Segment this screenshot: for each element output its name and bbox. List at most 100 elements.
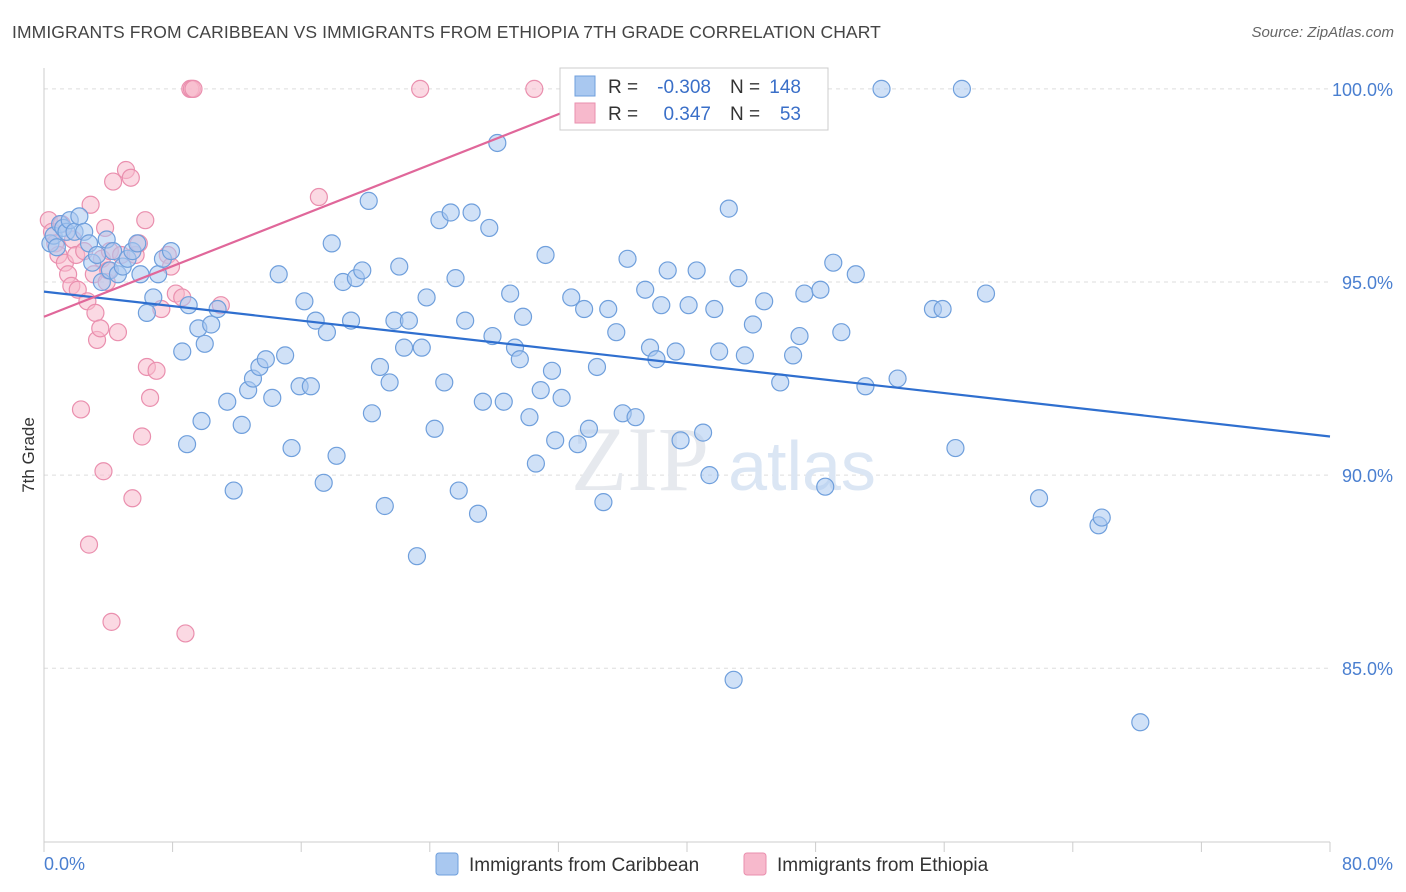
point-caribbean-94 <box>546 431 565 450</box>
point-caribbean-42 <box>256 350 275 369</box>
point-caribbean-90 <box>526 454 545 473</box>
point-caribbean-29 <box>179 296 198 315</box>
y-axis-label: 7th Grade <box>19 417 38 493</box>
stats-swatch-caribbean <box>574 75 596 97</box>
stats-caribbean-n: 148 <box>769 77 801 98</box>
point-caribbean-35 <box>192 411 211 431</box>
stats-ethiopia-n: 53 <box>780 104 801 125</box>
point-ethiopia-26 <box>102 612 121 631</box>
point-caribbean-129 <box>795 284 814 303</box>
point-caribbean-89 <box>520 408 539 427</box>
point-ethiopia-51 <box>411 79 430 98</box>
point-caribbean-136 <box>872 79 891 98</box>
point-caribbean-116 <box>693 423 713 442</box>
point-caribbean-137 <box>888 369 907 388</box>
point-caribbean-133 <box>832 323 851 342</box>
point-caribbean-12 <box>87 245 107 265</box>
point-caribbean-120 <box>719 199 738 218</box>
point-caribbean-143 <box>1029 489 1049 508</box>
point-caribbean-115 <box>687 261 706 280</box>
point-caribbean-124 <box>743 315 763 334</box>
point-caribbean-102 <box>599 299 618 319</box>
point-caribbean-105 <box>618 249 637 268</box>
point-caribbean-96 <box>562 288 581 307</box>
point-caribbean-92 <box>536 245 555 265</box>
point-caribbean-2 <box>47 238 66 257</box>
point-caribbean-113 <box>671 431 690 450</box>
stats-caribbean-r-label: R = <box>608 77 638 98</box>
point-caribbean-51 <box>314 473 333 492</box>
point-caribbean-103 <box>607 323 626 342</box>
point-caribbean-142 <box>976 284 996 303</box>
point-caribbean-52 <box>317 323 337 342</box>
point-ethiopia-27 <box>104 172 123 191</box>
point-caribbean-73 <box>435 373 454 392</box>
point-caribbean-125 <box>755 292 774 311</box>
y-tick-label-2: 95.0% <box>1342 273 1393 293</box>
stats-swatch-ethiopia <box>574 102 596 124</box>
point-caribbean-32 <box>202 315 221 334</box>
watermark: ZIP atlas <box>571 408 876 510</box>
point-caribbean-23 <box>137 303 156 322</box>
point-caribbean-97 <box>568 435 587 454</box>
point-caribbean-38 <box>232 415 251 434</box>
y-tick-label-3: 100.0% <box>1332 80 1393 100</box>
legend: Immigrants from Caribbean Immigrants fro… <box>435 852 989 876</box>
legend-label-ethiopia: Immigrants from Ethiopia <box>777 855 989 876</box>
point-caribbean-77 <box>456 311 475 330</box>
point-caribbean-61 <box>370 357 390 377</box>
point-caribbean-132 <box>824 253 843 272</box>
point-caribbean-53 <box>322 234 341 253</box>
watermark-atlas: atlas <box>728 427 876 505</box>
point-caribbean-117 <box>700 466 719 485</box>
point-caribbean-36 <box>218 392 237 411</box>
legend-swatch-ethiopia <box>743 852 767 876</box>
stats-ethiopia-r-label: R = <box>608 104 638 125</box>
point-caribbean-58 <box>353 261 372 280</box>
point-caribbean-95 <box>552 388 571 407</box>
point-ethiopia-45 <box>176 624 195 643</box>
point-caribbean-74 <box>441 203 460 222</box>
stats-caribbean-r: -0.308 <box>657 77 711 98</box>
point-caribbean-69 <box>412 338 431 357</box>
point-caribbean-62 <box>375 496 394 516</box>
point-ethiopia-38 <box>140 388 160 407</box>
point-caribbean-134 <box>846 265 865 284</box>
point-caribbean-27 <box>161 242 181 261</box>
stats-ethiopia-n-label: N = <box>730 104 760 125</box>
point-caribbean-60 <box>362 404 382 423</box>
axes <box>43 68 1331 852</box>
point-caribbean-122 <box>729 269 748 288</box>
trend-line-ethiopia <box>43 87 624 318</box>
point-caribbean-98 <box>575 299 594 319</box>
point-caribbean-85 <box>501 284 520 303</box>
point-ethiopia-35 <box>132 427 152 446</box>
point-caribbean-140 <box>946 438 965 458</box>
point-ethiopia-28 <box>108 323 128 342</box>
point-caribbean-111 <box>658 261 677 280</box>
series-caribbean-points <box>41 79 1150 732</box>
gridlines <box>44 88 1330 669</box>
point-caribbean-78 <box>462 203 481 222</box>
point-caribbean-80 <box>473 392 492 411</box>
point-ethiopia-15 <box>81 195 100 214</box>
point-caribbean-66 <box>394 338 414 357</box>
point-caribbean-145 <box>1092 508 1111 527</box>
point-caribbean-82 <box>483 326 502 346</box>
point-caribbean-119 <box>710 342 729 361</box>
point-ethiopia-32 <box>123 489 142 508</box>
point-caribbean-46 <box>282 438 301 458</box>
y-tick-label-0: 85.0% <box>1342 659 1393 679</box>
point-caribbean-121 <box>724 670 743 689</box>
point-caribbean-87 <box>510 350 529 369</box>
point-ethiopia-31 <box>121 168 140 187</box>
point-ethiopia-52 <box>525 79 544 98</box>
point-caribbean-67 <box>399 311 419 330</box>
point-caribbean-130 <box>811 280 830 299</box>
point-ethiopia-50 <box>309 187 328 207</box>
point-caribbean-141 <box>952 79 971 98</box>
chart-title: IMMIGRANTS FROM CARIBBEAN VS IMMIGRANTS … <box>12 22 881 42</box>
point-caribbean-126 <box>771 373 790 392</box>
point-ethiopia-19 <box>91 319 110 338</box>
